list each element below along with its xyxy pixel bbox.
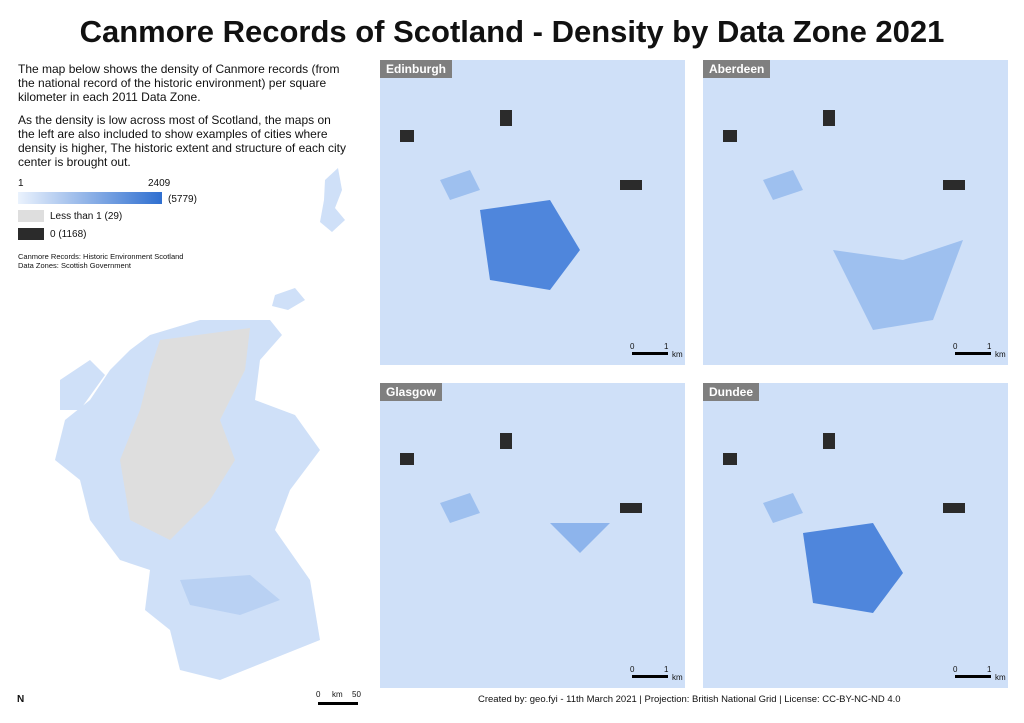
scale-end: 1: [987, 342, 992, 351]
legend-swatch: [18, 228, 44, 240]
orkney: [272, 288, 305, 310]
dense-zones: [763, 493, 803, 523]
dense-zones: [833, 240, 963, 330]
outer-hebrides: [60, 360, 105, 410]
legend-min: 1: [18, 178, 24, 189]
zero-zone: [723, 453, 737, 465]
city-panel: Glasgow 0 1 km: [380, 383, 685, 688]
panel-label: Edinburgh: [380, 60, 452, 78]
north-arrow: N: [17, 694, 25, 705]
highlands: [120, 328, 250, 540]
zero-zone: [823, 110, 835, 126]
zero-zone: [620, 503, 642, 513]
scale-bar: [955, 352, 991, 355]
city-map: [703, 60, 1008, 365]
source: Data Zones: Scottish Government: [18, 261, 131, 270]
scale-start: 0: [953, 665, 958, 674]
title: Canmore Records of Scotland - Density by…: [79, 14, 945, 49]
zero-zone: [500, 433, 512, 449]
zero-zone: [500, 110, 512, 126]
scale-start: 0: [316, 690, 321, 699]
scale-unit: km: [995, 350, 1006, 359]
scale-unit: km: [672, 673, 683, 682]
city-map: [380, 60, 685, 365]
zero-zone: [400, 453, 414, 465]
description: As the density is low across most of Sco…: [18, 113, 346, 169]
base-zones: [703, 60, 1008, 365]
source: Canmore Records: Historic Environment Sc…: [18, 252, 184, 261]
base-zones: [380, 383, 685, 688]
scale-end: 1: [664, 342, 669, 351]
city-map: [703, 383, 1008, 688]
dense-zones: [763, 170, 803, 200]
panel-label: Aberdeen: [703, 60, 771, 78]
scale-end: 50: [352, 690, 361, 699]
legend-max: 2409: [148, 178, 171, 189]
scale-start: 0: [953, 342, 958, 351]
panel-label: Dundee: [703, 383, 760, 401]
legend-swatch: [18, 210, 44, 222]
scale-unit: km: [995, 673, 1006, 682]
scale-unit: km: [672, 350, 683, 359]
zero-zone: [943, 180, 965, 190]
footer: Created by: geo.fyi - 11th March 2021 | …: [478, 694, 901, 705]
legend-max-note: (5779): [168, 194, 197, 205]
scotland-map: [55, 168, 345, 680]
scale-end: 1: [664, 665, 669, 674]
scale-start: 0: [630, 342, 635, 351]
zero-zone: [823, 433, 835, 449]
city-panel: Dundee 0 1 km: [703, 383, 1008, 688]
dense-zones: [440, 170, 480, 200]
city-panel: Aberdeen 0 1 km: [703, 60, 1008, 365]
scale-bar: [318, 702, 358, 705]
description: The map below shows the density of Canmo…: [18, 62, 340, 104]
central-belt: [180, 575, 280, 615]
city-panel: Edinburgh 0 1 km: [380, 60, 685, 365]
scale-bar: [632, 675, 668, 678]
panel-label: Glasgow: [380, 383, 443, 401]
zero-zone: [620, 180, 642, 190]
shetland: [320, 168, 345, 232]
zero-zone: [400, 130, 414, 142]
scale-end: 1: [987, 665, 992, 674]
dense-zones: [550, 523, 610, 553]
scale-start: 0: [630, 665, 635, 674]
legend-ramp: [18, 192, 162, 204]
dense-zones: [803, 523, 903, 613]
zero-zone: [943, 503, 965, 513]
scale-unit: km: [332, 690, 343, 699]
legend-zero: 0 (1168): [50, 229, 87, 240]
legend-less: Less than 1 (29): [50, 211, 123, 222]
zero-zone: [723, 130, 737, 142]
dense-zones: [480, 200, 580, 290]
dense-zones: [440, 493, 480, 523]
scale-bar: [632, 352, 668, 355]
scale-bar: [955, 675, 991, 678]
city-map: [380, 383, 685, 688]
